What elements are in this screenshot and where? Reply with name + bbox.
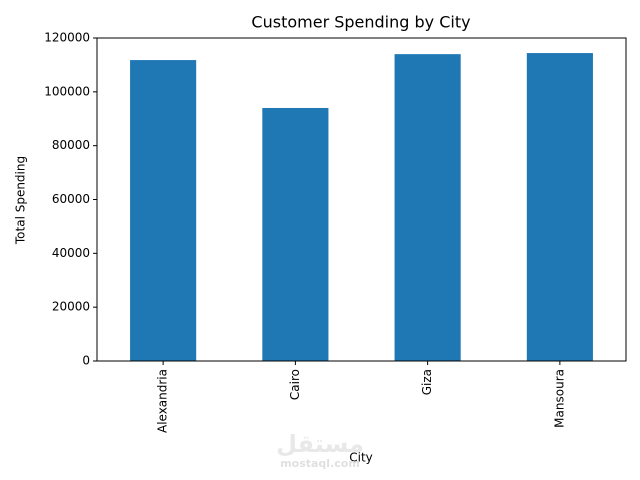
bar (526, 53, 593, 361)
y-axis-label: Total Spending (14, 156, 28, 245)
chart-title: Customer Spending by City (251, 13, 470, 32)
bar (130, 60, 197, 362)
plot-frame (96, 37, 627, 362)
bar (394, 54, 461, 362)
y-tick-label: 60000 (52, 192, 90, 206)
watermark-arabic: مستقل (276, 430, 364, 458)
y-tick-label: 0 (82, 354, 90, 368)
y-tick-label: 40000 (52, 246, 90, 260)
y-tick-label: 20000 (52, 300, 90, 314)
x-tick-label: Cairo (288, 369, 302, 400)
x-tick-label: Alexandria (156, 369, 170, 433)
x-tick-label: Giza (420, 369, 434, 395)
bar (262, 107, 329, 361)
y-tick-label: 120000 (44, 31, 90, 45)
watermark-latin: mostaql.com (280, 457, 360, 470)
y-tick-label: 100000 (44, 84, 90, 98)
x-tick-label: Mansoura (552, 369, 566, 428)
x-axis-label: City (349, 451, 373, 465)
y-tick-label: 80000 (52, 138, 90, 152)
